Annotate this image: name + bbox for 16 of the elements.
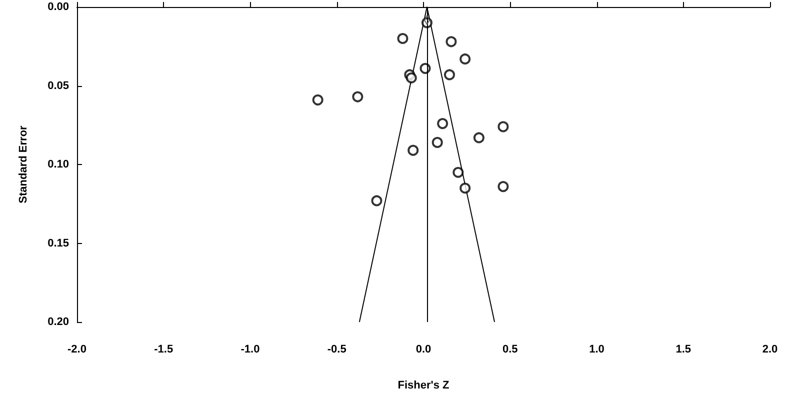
y-tick-label: 0.05: [48, 80, 69, 92]
x-tick-label: 1.0: [589, 344, 604, 356]
x-tick-label: -0.5: [327, 344, 346, 356]
y-tick-label: 0.20: [48, 316, 69, 328]
x-axis-title: Fisher's Z: [398, 380, 450, 392]
x-tick-label: 0.0: [416, 344, 432, 356]
x-tick-label: -2.0: [68, 344, 86, 356]
x-tick-label: -1.5: [154, 344, 174, 356]
x-tick-label: 1.5: [676, 344, 692, 356]
x-tick-label: -1.0: [240, 344, 260, 356]
y-tick-label: 0.00: [48, 1, 69, 13]
x-tick-label: 0.5: [502, 344, 518, 356]
y-tick-label: 0.10: [48, 158, 69, 170]
x-tick-label: 2.0: [762, 344, 778, 356]
y-axis-title: Standard Error: [18, 124, 30, 204]
y-tick-label: 0.15: [48, 237, 69, 250]
